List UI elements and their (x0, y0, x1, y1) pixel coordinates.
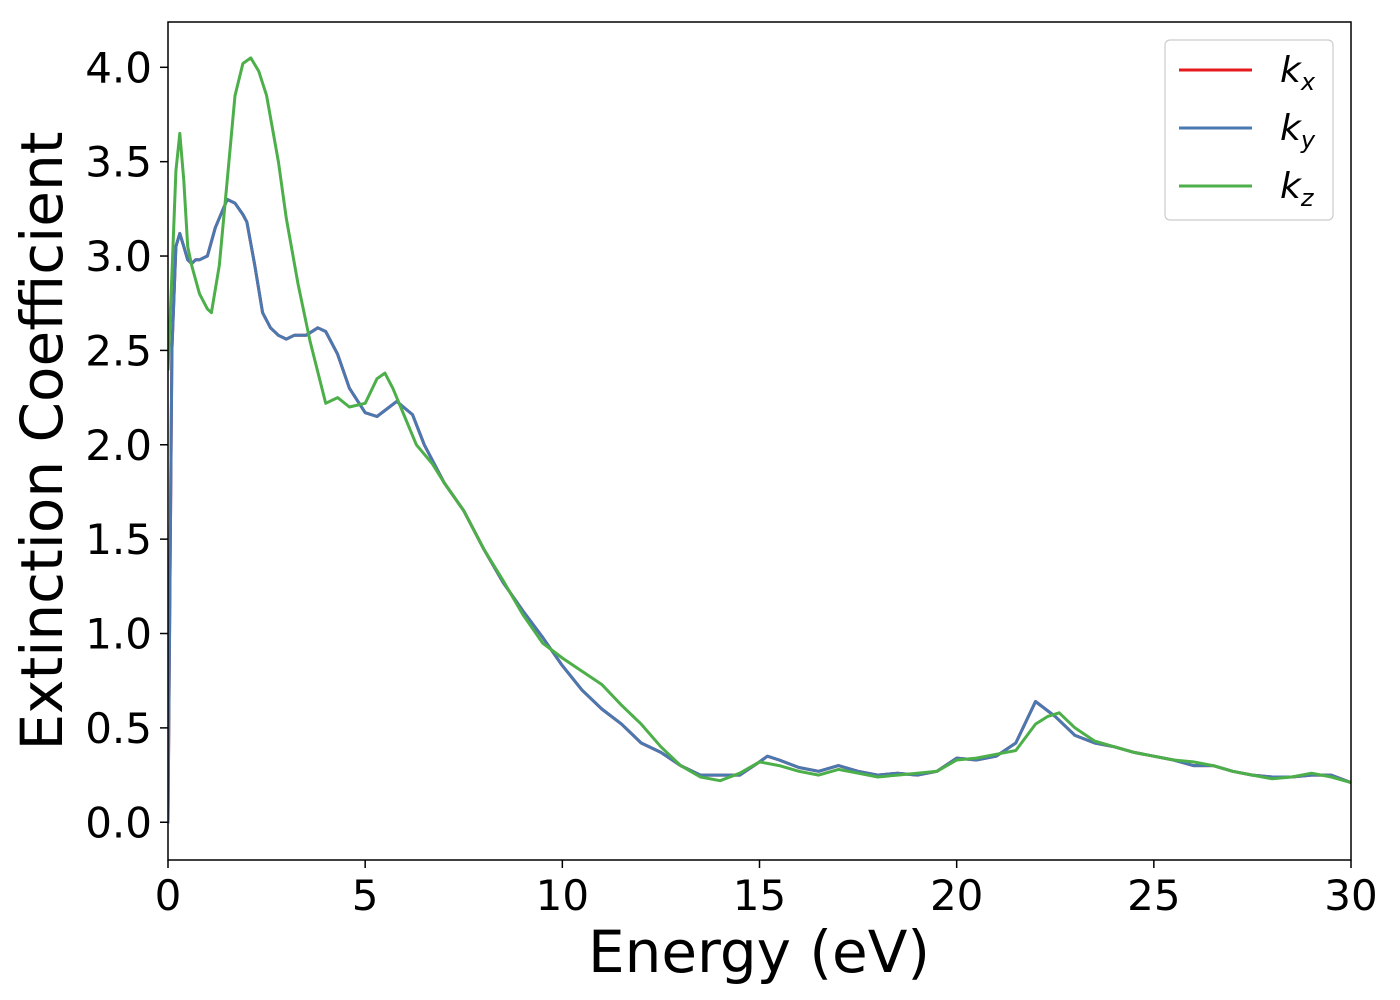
x-tick-label: 10 (536, 871, 589, 920)
legend-label-ky: ky (1280, 108, 1316, 154)
x-tick-label: 15 (733, 871, 786, 920)
y-tick-label: 4.0 (85, 43, 152, 92)
x-tick-label: 30 (1324, 871, 1377, 920)
y-tick-label: 3.0 (85, 232, 152, 281)
x-axis: 0 5 10 15 20 25 30 (155, 860, 1378, 920)
x-axis-label: Energy (eV) (588, 918, 930, 986)
legend-label-kx: kx (1280, 50, 1316, 96)
y-tick-label: 2.0 (85, 421, 152, 470)
y-tick-label: 0.5 (85, 704, 152, 753)
series-line-ky (168, 197, 1351, 824)
x-tick-label: 0 (155, 871, 182, 920)
y-axis: 0.0 0.5 1.0 1.5 2.0 2.5 3.0 3.5 4.0 (85, 43, 168, 847)
legend-items: kx ky kz (1179, 50, 1316, 212)
x-tick-label: 20 (930, 871, 983, 920)
legend-label-kz: kz (1280, 166, 1315, 212)
y-tick-label: 1.0 (85, 610, 152, 659)
y-tick-label: 0.0 (85, 798, 152, 847)
series-line-kz (168, 56, 1351, 785)
x-tick-label: 5 (352, 871, 379, 920)
y-axis-label: Extinction Coefficient (8, 132, 76, 751)
legend-box (1164, 39, 1334, 221)
x-tick-label: 25 (1127, 871, 1180, 920)
series-layer (168, 56, 1351, 824)
plot-area (167, 21, 1352, 861)
y-tick-label: 1.5 (85, 515, 152, 564)
legend: kx ky kz (1164, 39, 1334, 221)
y-tick-label: 2.5 (85, 326, 152, 375)
y-tick-label: 3.5 (85, 138, 152, 187)
